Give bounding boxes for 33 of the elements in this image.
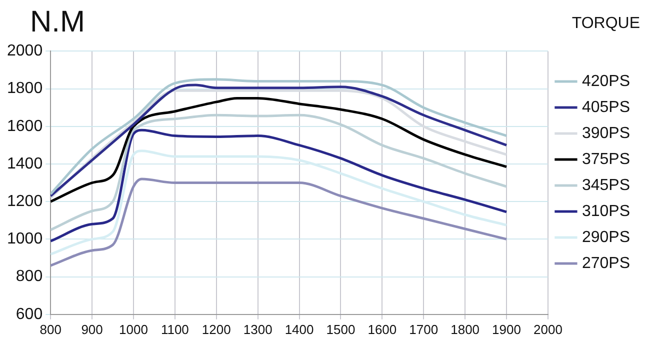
y-axis-title: N.M [30, 5, 85, 38]
legend-label: 405PS [582, 98, 630, 116]
y-tick-label: 1200 [7, 193, 43, 210]
x-tick-label: 1700 [409, 322, 438, 337]
x-tick-label: 2000 [534, 322, 562, 337]
x-tick-label: 1200 [202, 322, 231, 337]
legend-label: 290PS [582, 228, 630, 246]
x-tick-label: 1300 [243, 322, 272, 337]
legend-label: 310PS [582, 202, 630, 220]
text: TORQUE [572, 15, 640, 32]
x-tick-label: 800 [40, 322, 62, 337]
legend-label: 390PS [582, 124, 630, 142]
y-tick-label: 600 [16, 306, 43, 323]
y-tick-label: 1800 [7, 80, 43, 98]
legend-label: 375PS [582, 150, 630, 168]
x-tick-label: 1400 [284, 322, 314, 337]
x-tick-label: 1900 [492, 322, 521, 337]
legend-label: 270PS [582, 254, 630, 272]
line-series [50, 128, 508, 242]
x-tick-label: 1800 [450, 322, 480, 337]
y-tick-label: 1600 [7, 118, 43, 135]
x-tick-label: 1000 [119, 322, 148, 337]
line-series [50, 178, 508, 267]
y-tick-label: 1400 [7, 155, 43, 172]
y-tick-label: 1000 [7, 230, 43, 248]
y-tick-label: 2000 [7, 42, 43, 60]
x-tick-label: 900 [81, 322, 103, 337]
legend-label: 345PS [582, 176, 630, 194]
x-tick-label: 1100 [160, 322, 189, 337]
y-tick-label: 800 [16, 268, 43, 286]
x-tick-label: 1500 [326, 322, 356, 337]
x-tick-label: 1600 [368, 322, 397, 337]
legend-label: 420PS [582, 72, 630, 90]
